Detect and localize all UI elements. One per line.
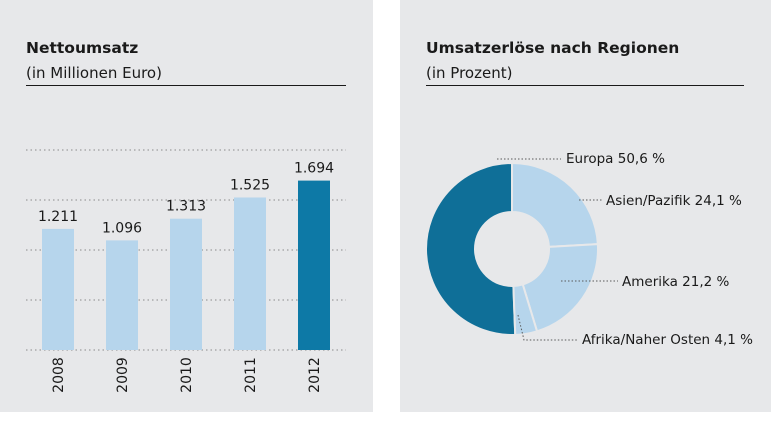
bar-2012 bbox=[298, 180, 330, 350]
bar-2011 bbox=[234, 197, 266, 350]
bar-2010 bbox=[170, 218, 202, 350]
value-label-2010: 1.313 bbox=[166, 199, 206, 215]
revenue-panel: Nettoumsatz (in Millionen Euro) 1.211 200… bbox=[0, 0, 373, 412]
value-label-2011: 1.525 bbox=[230, 178, 270, 194]
donut-slice-2 bbox=[511, 162, 599, 248]
x-tick-2012: 2012 bbox=[307, 357, 323, 393]
bar-chart-title-rule bbox=[26, 85, 346, 86]
leader-line-4 bbox=[517, 314, 578, 341]
slice-label-2: Asien/Pazifik 24,1 % bbox=[606, 193, 742, 209]
bar-2008 bbox=[42, 228, 74, 350]
slice-label-1: Europa 50,6 % bbox=[566, 151, 665, 167]
donut-slice-1 bbox=[425, 162, 517, 336]
value-label-2009: 1.096 bbox=[102, 220, 142, 236]
donut-slice-3 bbox=[521, 243, 599, 333]
bar-chart-title: Nettoumsatz bbox=[26, 39, 139, 57]
bar-chart-subtitle: (in Millionen Euro) bbox=[26, 64, 162, 82]
donut-chart: Europa 50,6 % Asien/Pazifik 24,1 % Amerika… bbox=[425, 151, 753, 348]
value-label-2012: 1.694 bbox=[294, 161, 334, 177]
bar-chart: 1.211 2008 1.096 2009 1.313 2010 1.525 2011 1.69… bbox=[26, 149, 346, 393]
x-tick-2008: 2008 bbox=[51, 357, 67, 393]
slice-label-3: Amerika 21,2 % bbox=[622, 274, 729, 290]
bar-2009 bbox=[106, 240, 138, 350]
x-tick-2011: 2011 bbox=[243, 357, 259, 393]
value-label-2008: 1.211 bbox=[38, 209, 78, 225]
donut-chart-subtitle: (in Prozent) bbox=[426, 64, 513, 82]
regions-panel: Umsatzerlöse nach Regionen (in Prozent) … bbox=[400, 0, 771, 412]
x-tick-2010: 2010 bbox=[179, 357, 195, 393]
slice-label-4: Afrika/Naher Osten 4,1 % bbox=[582, 332, 753, 348]
donut-chart-title-rule bbox=[426, 85, 744, 86]
donut-chart-title: Umsatzerlöse nach Regionen bbox=[426, 39, 680, 57]
x-tick-2009: 2009 bbox=[115, 357, 131, 393]
